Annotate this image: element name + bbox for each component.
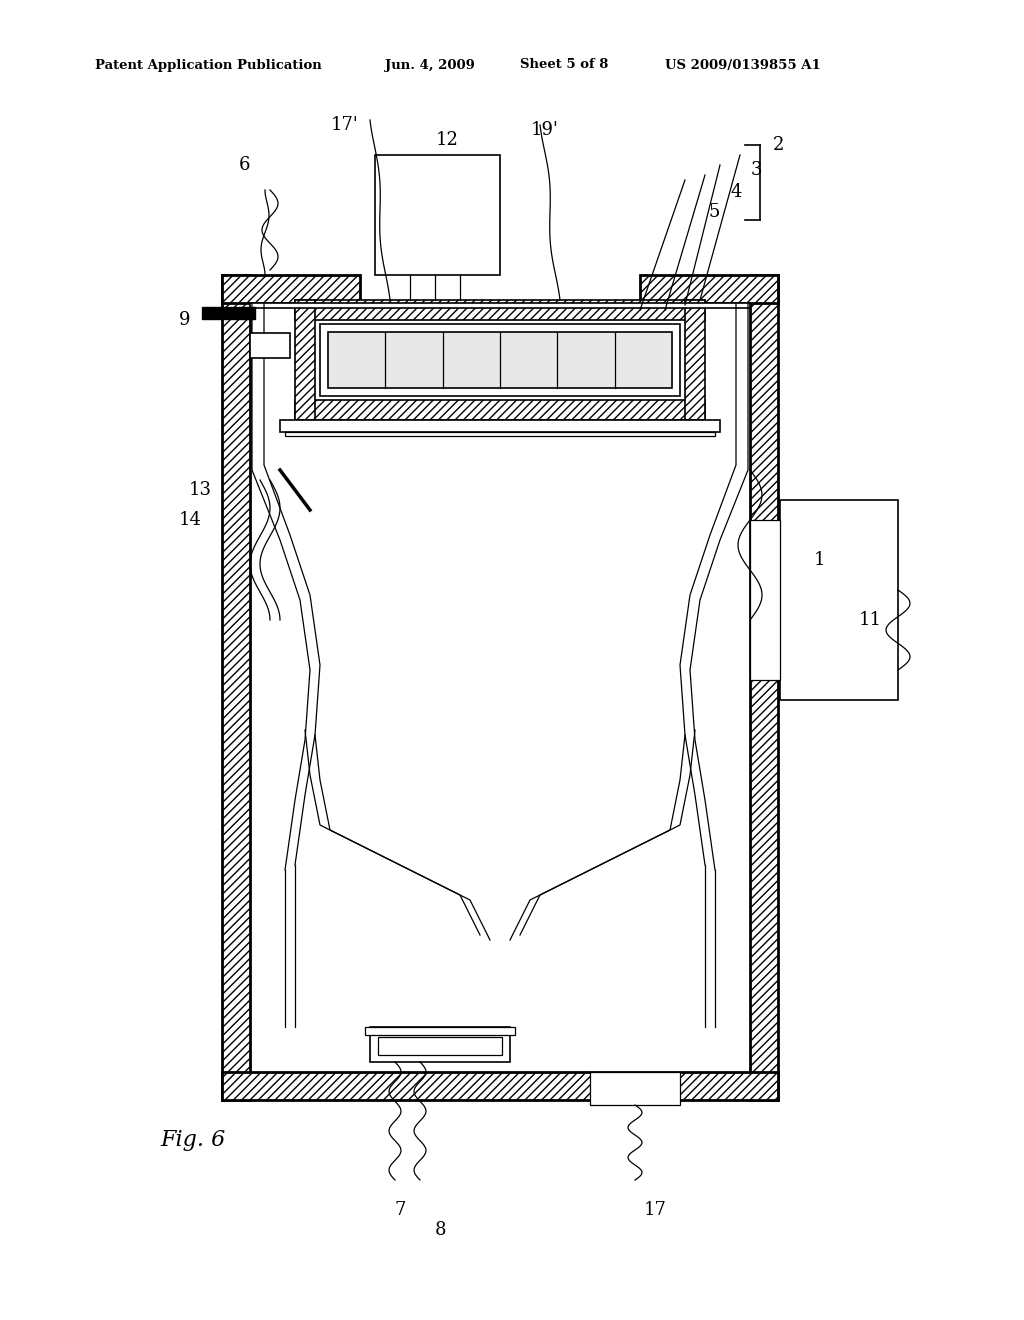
Text: 13: 13 bbox=[188, 480, 212, 499]
Text: 4: 4 bbox=[730, 183, 741, 201]
Text: 19': 19' bbox=[531, 121, 559, 139]
Bar bbox=[222, 275, 250, 1100]
Text: 1: 1 bbox=[814, 550, 825, 569]
Bar bbox=[222, 1072, 778, 1100]
Bar bbox=[750, 275, 778, 1100]
Bar bbox=[328, 333, 672, 388]
Bar bbox=[250, 304, 750, 308]
Text: Sheet 5 of 8: Sheet 5 of 8 bbox=[520, 58, 608, 71]
Text: 7: 7 bbox=[394, 1201, 406, 1218]
Text: US 2009/0139855 A1: US 2009/0139855 A1 bbox=[665, 58, 821, 71]
Bar bbox=[222, 275, 360, 304]
Bar bbox=[250, 333, 290, 358]
Bar bbox=[365, 1027, 515, 1035]
Text: 14: 14 bbox=[178, 511, 202, 529]
Text: 17: 17 bbox=[643, 1201, 667, 1218]
Bar bbox=[590, 1072, 680, 1105]
Text: 12: 12 bbox=[435, 131, 459, 149]
Bar bbox=[370, 1027, 510, 1063]
Bar bbox=[295, 300, 705, 319]
Text: 3: 3 bbox=[751, 161, 762, 180]
Text: 11: 11 bbox=[858, 611, 882, 630]
Text: Patent Application Publication: Patent Application Publication bbox=[95, 58, 322, 71]
Bar bbox=[285, 432, 715, 436]
Text: 2: 2 bbox=[772, 136, 783, 154]
Text: 17': 17' bbox=[331, 116, 358, 135]
Bar bbox=[202, 308, 255, 319]
Bar bbox=[378, 1038, 502, 1055]
Bar bbox=[295, 400, 705, 420]
Text: 8: 8 bbox=[434, 1221, 445, 1239]
Text: 6: 6 bbox=[240, 156, 251, 174]
Bar bbox=[685, 300, 705, 420]
Bar bbox=[640, 275, 778, 304]
Text: Fig. 6: Fig. 6 bbox=[160, 1129, 225, 1151]
Bar bbox=[319, 323, 680, 396]
Bar bbox=[780, 500, 898, 700]
Bar bbox=[750, 520, 780, 680]
Bar bbox=[280, 420, 720, 432]
Bar bbox=[375, 154, 500, 275]
Text: Jun. 4, 2009: Jun. 4, 2009 bbox=[385, 58, 475, 71]
Text: 5: 5 bbox=[709, 203, 720, 220]
Text: 9: 9 bbox=[179, 312, 190, 329]
Bar bbox=[295, 300, 315, 420]
